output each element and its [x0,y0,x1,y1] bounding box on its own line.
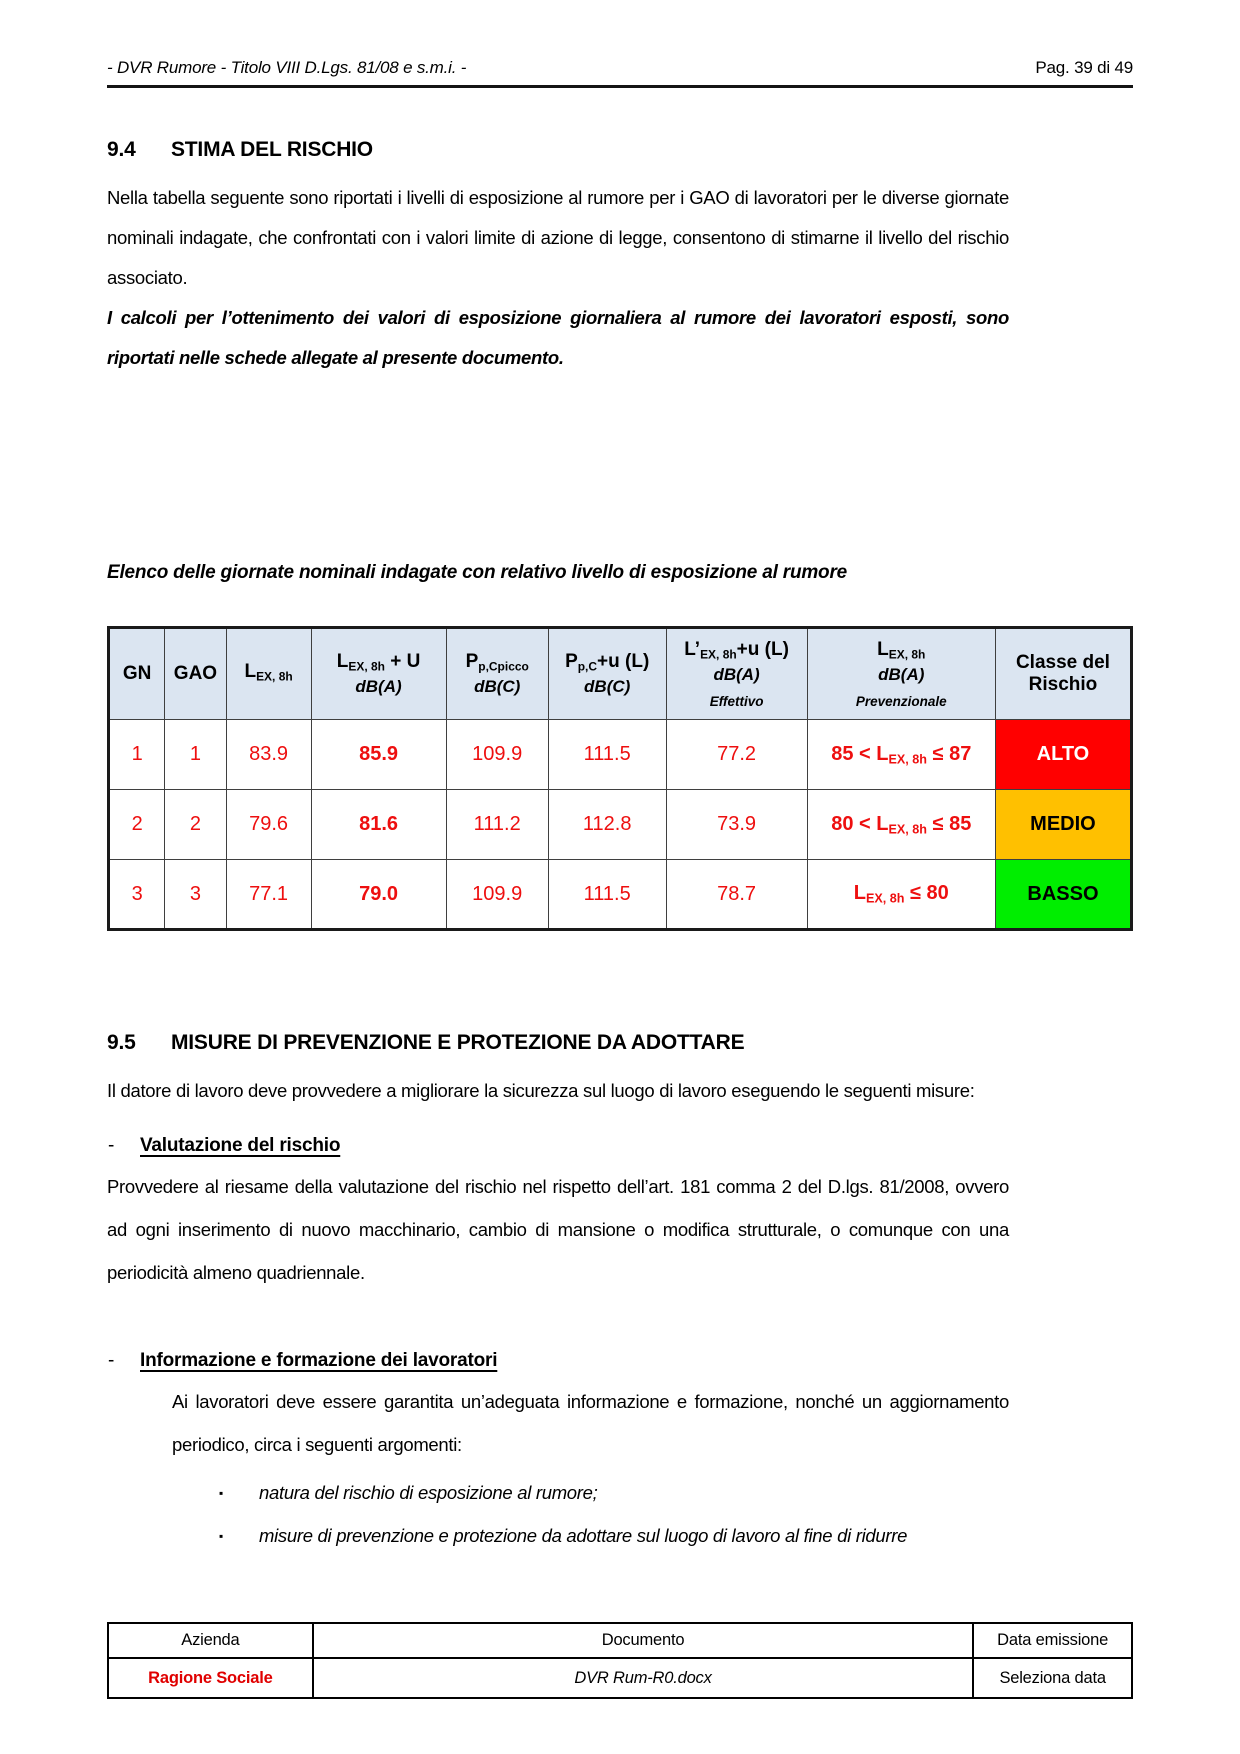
footer-date-placeholder[interactable]: Seleziona data [972,1657,1133,1699]
footer-company-name: Ragione Sociale [107,1657,314,1699]
cell-ppcpicco: 111.2 [445,789,549,860]
cell-ppc-plus-u: 112.8 [547,789,667,860]
bullet-text: misure di prevenzione e protezione da ad… [259,1525,908,1546]
cell-ppcpicco: 109.9 [445,719,549,790]
footer-data-emissione-header: Data emissione [972,1622,1133,1659]
cell-ppc-plus-u: 111.5 [547,719,667,790]
col-header-ppc-plus-u: Pp,C+u (L) dB(C) [547,627,667,720]
cell-ppc-plus-u: 111.5 [547,859,667,930]
col-header-lex-prevenzionale: LEX, 8h dB(A) Prevenzionale [806,627,996,720]
footer-document-name: DVR Rum-R0.docx [311,1657,975,1699]
bullet-text: natura del rischio di esposizione al rum… [259,1482,598,1503]
cell-ppcpicco: 109.9 [445,859,549,930]
section-95-intro: Il datore di lavoro deve provvedere a mi… [107,1080,975,1101]
col-header-classe-rischio: Classe del Rischio [994,627,1133,720]
page-number: Pag. 39 di 49 [1035,58,1133,77]
cell-lex8h: 79.6 [225,789,312,860]
col-header-lex8h: LEX, 8h [225,627,312,720]
footer-table: Azienda Documento Data emissione Ragione… [107,1622,1133,1699]
section-94-heading: 9.4 STIMA DEL RISCHIO [107,138,1133,162]
footer-azienda-header: Azienda [107,1622,314,1659]
cell-lex-effettivo: 77.2 [665,719,808,790]
table-row: 3 3 77.1 79.0 109.9 111.5 78.7 LEX, 8h ≤… [107,859,1133,930]
section-95-title: MISURE DI PREVENZIONE E PROTEZIONE DA AD… [171,1031,745,1054]
cell-lex8h: 83.9 [225,719,312,790]
cell-gn: 3 [107,859,166,930]
list-item-informazione: - Informazione e formazione dei lavorato… [107,1350,1133,1372]
cell-classe-condition: 80 < LEX, 8h ≤ 85 [806,789,996,860]
cell-gn: 1 [107,719,166,790]
cell-classe-condition: 85 < LEX, 8h ≤ 87 [806,719,996,790]
running-header: - DVR Rumore - Titolo VIII D.Lgs. 81/08 … [107,0,1133,88]
cell-lex8h-plus-u: 81.6 [310,789,447,860]
cell-lex-effettivo: 78.7 [665,859,808,930]
cell-classe-condition: LEX, 8h ≤ 80 [806,859,996,930]
square-bullet-icon: ▪ [219,1529,223,1543]
table-row: 1 1 83.9 85.9 109.9 111.5 77.2 85 < LEX,… [107,719,1133,790]
section-94-number: 9.4 [107,138,136,161]
cell-gn: 2 [107,789,166,860]
cell-lex8h: 77.1 [225,859,312,930]
informazione-body: Ai lavoratori deve essere garantita un’a… [172,1391,1009,1455]
col-header-lex8h-plus-u: LEX, 8h + U dB(A) [310,627,447,720]
col-header-gn: GN [107,627,166,720]
risk-class-badge: BASSO [994,859,1133,930]
cell-gao: 2 [164,789,227,860]
list-item-heading: Valutazione del rischio [140,1135,341,1156]
valutazione-body: Provvedere al riesame della valutazione … [107,1176,1009,1283]
footer-documento-header: Documento [311,1622,975,1659]
header-document-title: - DVR Rumore - Titolo VIII D.Lgs. 81/08 … [107,58,467,77]
section-95-heading: 9.5 MISURE DI PREVENZIONE E PROTEZIONE D… [107,1031,1133,1055]
risk-class-badge: MEDIO [994,789,1133,860]
col-header-ppcpicco: Pp,Cpicco dB(C) [445,627,549,720]
table-row: 2 2 79.6 81.6 111.2 112.8 73.9 80 < LEX,… [107,789,1133,860]
list-item-heading: Informazione e formazione dei lavoratori [140,1350,498,1371]
col-header-lex-effettivo: L’EX, 8h+u (L) dB(A) Effettivo [665,627,808,720]
section-94-title: STIMA DEL RISCHIO [171,138,373,161]
section-94-paragraph: Nella tabella seguente sono riportati i … [107,187,1009,288]
list-item-valutazione: - Valutazione del rischio [107,1135,1133,1157]
risk-class-badge: ALTO [994,719,1133,790]
cell-gao: 1 [164,719,227,790]
dash-marker: - [108,1350,115,1371]
square-bullet-icon: ▪ [219,1486,223,1500]
exposure-table: GN GAO LEX, 8h LEX, 8h + U dB(A) Pp,Cpic… [107,626,1133,931]
section-94-emphasis-paragraph: I calcoli per l’ottenimento dei valori d… [107,307,1009,368]
dash-marker: - [108,1135,115,1156]
cell-lex8h-plus-u: 85.9 [310,719,447,790]
section-95-number: 9.5 [107,1031,136,1054]
cell-gao: 3 [164,859,227,930]
cell-lex-effettivo: 73.9 [665,789,808,860]
bullet-item: ▪ natura del rischio di esposizione al r… [219,1480,1009,1506]
table-caption: Elenco delle giornate nominali indagate … [107,562,848,583]
bullet-item: ▪ misure di prevenzione e protezione da … [219,1523,1009,1549]
col-header-gao: GAO [164,627,227,720]
cell-lex8h-plus-u: 79.0 [310,859,447,930]
